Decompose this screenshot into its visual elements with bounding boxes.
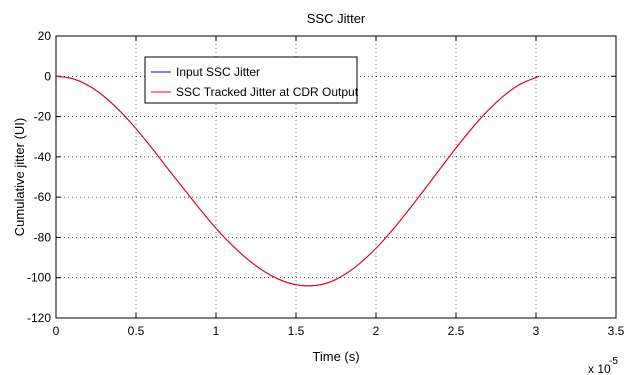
x-exponent-label: x 10 bbox=[588, 362, 611, 375]
series-layer bbox=[55, 75, 540, 287]
x-tick-label: 0 bbox=[53, 324, 60, 338]
y-tick-label: -40 bbox=[34, 150, 52, 164]
y-tick-label: -60 bbox=[34, 190, 52, 204]
x-tick-label: 0.5 bbox=[128, 324, 145, 338]
y-tick-label: 0 bbox=[44, 69, 51, 83]
ticks: 0 0.5 1 1.5 2 2.5 3 3.5 20 0 -20 -40 -60 -80 -100 -120 bbox=[27, 29, 625, 338]
x-tick-label: 2 bbox=[373, 324, 380, 338]
y-tick-label: -120 bbox=[27, 311, 51, 325]
x-tick-label: 3.5 bbox=[608, 324, 625, 338]
y-tick-label: 20 bbox=[38, 29, 52, 43]
x-axis-label: Time (s) bbox=[312, 349, 359, 364]
x-exponent-power: -5 bbox=[609, 356, 618, 367]
legend-label-input-ssc-jitter: Input SSC Jitter bbox=[176, 65, 260, 79]
legend: Input SSC Jitter SSC Tracked Jitter at C… bbox=[144, 56, 359, 104]
y-tick-label: -20 bbox=[34, 110, 52, 124]
y-axis-label: Cumulative jitter (UI) bbox=[12, 118, 27, 236]
x-tick-label: 3 bbox=[533, 324, 540, 338]
y-tick-label: -100 bbox=[27, 271, 51, 285]
x-tick-label: 1 bbox=[213, 324, 220, 338]
y-tick-label: -80 bbox=[34, 230, 52, 244]
legend-box bbox=[144, 56, 358, 104]
plot-frame bbox=[55, 35, 617, 319]
series-line-ssc-tracked-jitter bbox=[55, 75, 540, 287]
x-tick-label: 2.5 bbox=[448, 324, 465, 338]
chart-title: SSC Jitter bbox=[307, 11, 366, 26]
x-tick-label: 1.5 bbox=[288, 324, 305, 338]
legend-label-ssc-tracked-jitter: SSC Tracked Jitter at CDR Output bbox=[176, 85, 359, 99]
